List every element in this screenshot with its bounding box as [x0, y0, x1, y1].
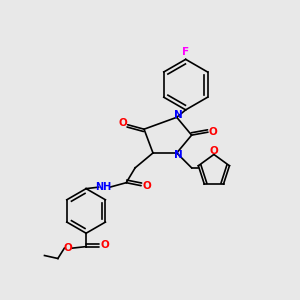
Text: O: O — [64, 243, 73, 253]
Text: O: O — [100, 240, 109, 250]
Text: O: O — [143, 181, 152, 191]
Text: O: O — [119, 118, 128, 128]
Text: O: O — [209, 127, 218, 137]
Text: O: O — [209, 146, 218, 156]
Text: N: N — [175, 110, 183, 120]
Text: F: F — [182, 47, 189, 57]
Text: NH: NH — [95, 182, 112, 192]
Text: N: N — [175, 150, 183, 160]
